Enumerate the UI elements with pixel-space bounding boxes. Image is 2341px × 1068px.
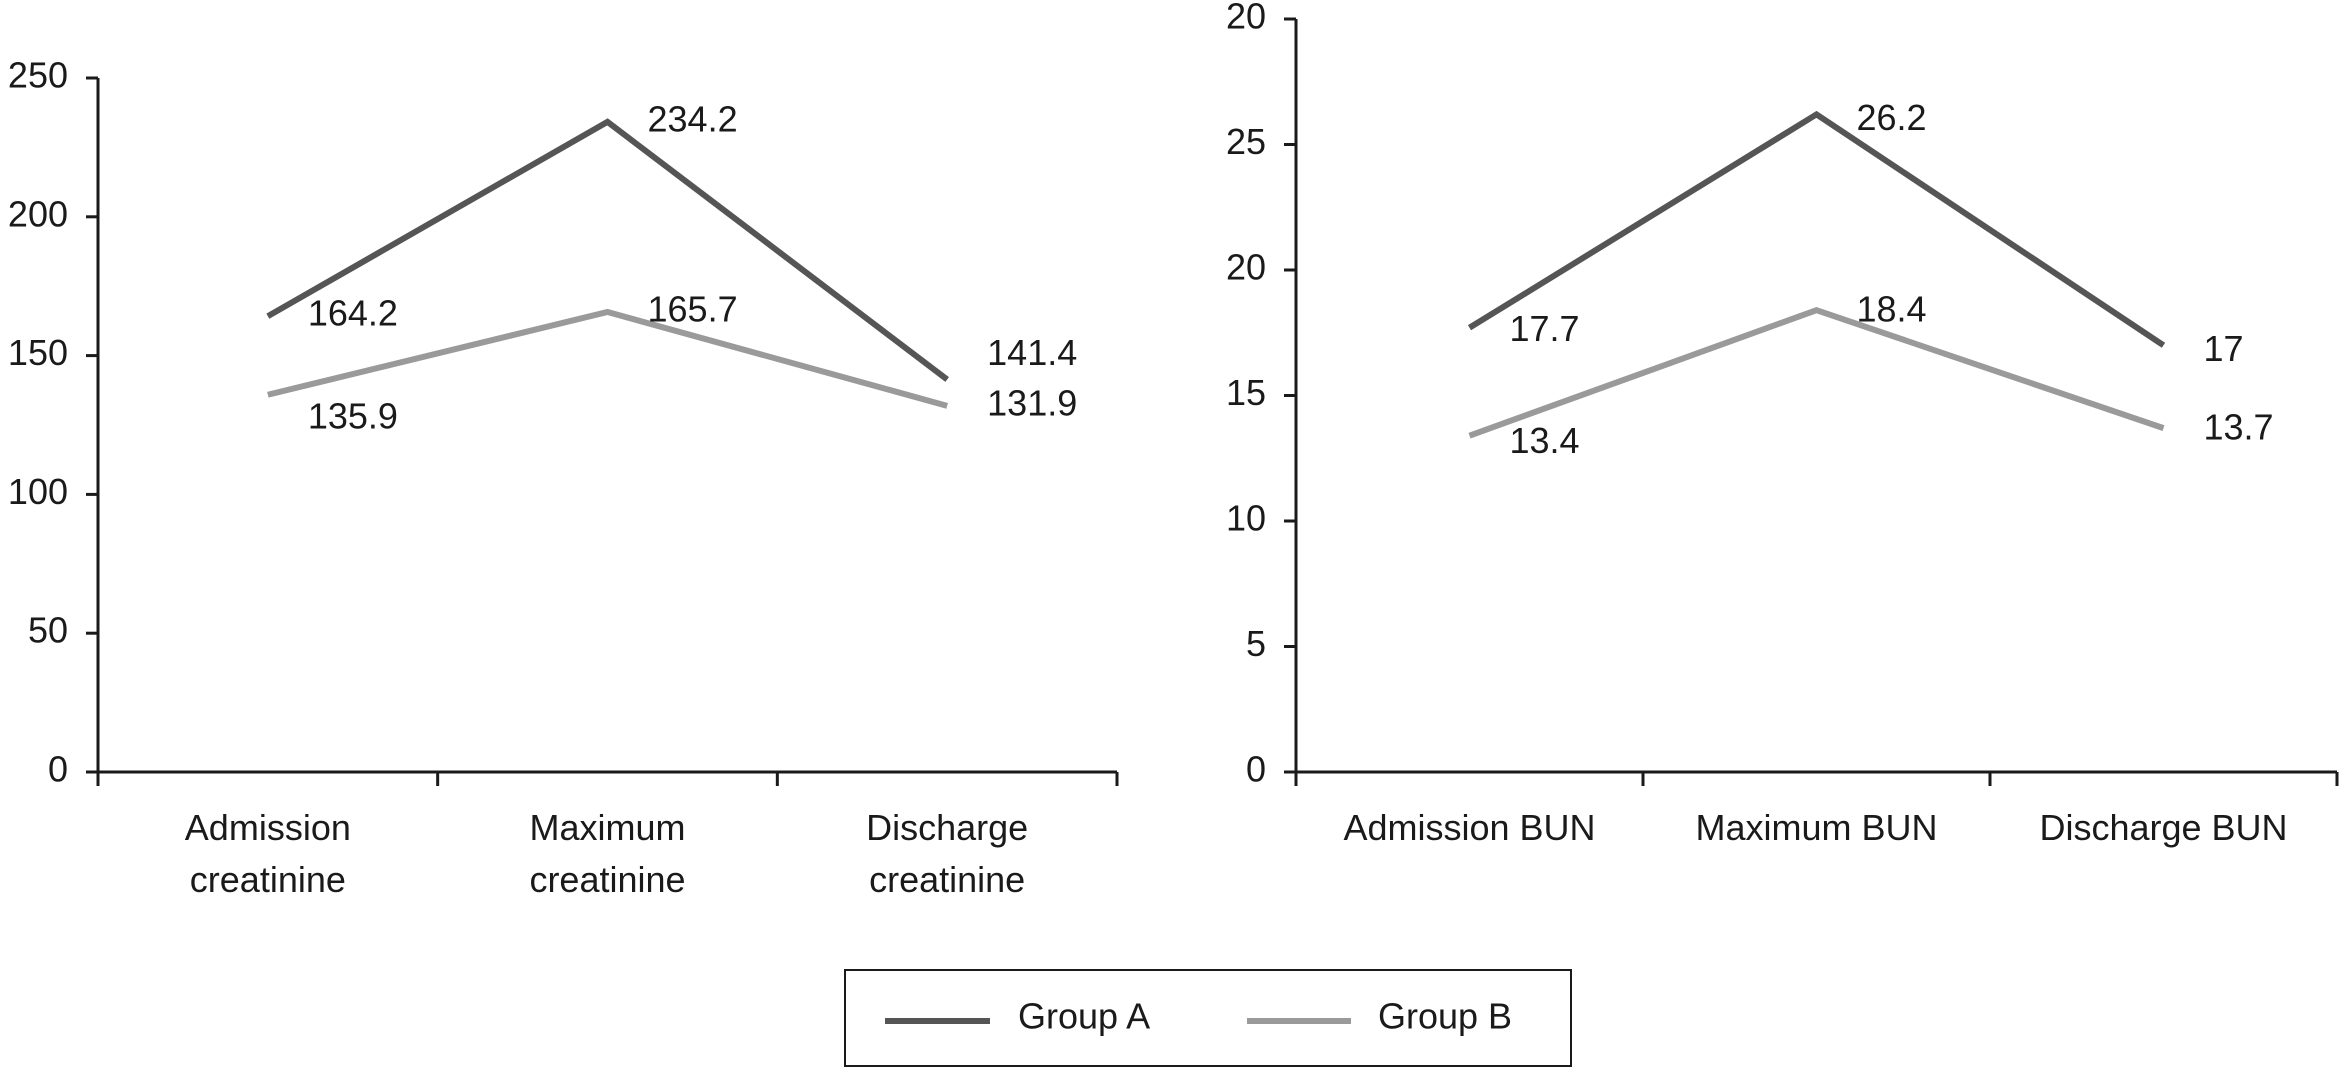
- data-label: 165.7: [648, 289, 738, 330]
- y-tick-label: 20: [1226, 0, 1266, 37]
- y-tick-label: 5: [1246, 623, 1266, 664]
- x-tick-label: Admission BUN: [1343, 807, 1596, 848]
- series-line: [266, 118, 949, 382]
- data-label: 13.4: [1510, 420, 1580, 461]
- x-tick-label-box: Maximum BUN: [1695, 807, 1938, 848]
- y-tick-label: 100: [8, 471, 68, 512]
- x-tick-label: Maximum creatinine: [529, 807, 686, 900]
- x-tick-label-box: Admission BUN: [1343, 807, 1596, 848]
- y-tick-label: 0: [1246, 749, 1266, 790]
- legend-label: Group A: [1018, 996, 1150, 1037]
- x-tick-label-box: Discharge creatinine: [866, 807, 1029, 900]
- data-label: 18.4: [1857, 289, 1927, 330]
- data-label: 17.7: [1510, 308, 1580, 349]
- data-label: 135.9: [308, 395, 398, 436]
- y-tick-label: 25: [1226, 121, 1266, 162]
- y-tick-label: 50: [28, 610, 68, 651]
- series-line: [1468, 306, 2165, 439]
- y-tick-label: 20: [1226, 247, 1266, 288]
- y-tick-label: 150: [8, 332, 68, 373]
- y-tick-label: 200: [8, 193, 68, 234]
- y-tick-label: 15: [1226, 372, 1266, 413]
- x-tick-label: Admission creatinine: [184, 807, 351, 900]
- x-tick-label: Discharge BUN: [2039, 807, 2288, 848]
- series-line: [1467, 110, 2166, 348]
- y-tick-label: 250: [8, 55, 68, 96]
- x-tick-label-box: Maximum creatinine: [529, 807, 686, 900]
- y-tick-label: 10: [1226, 498, 1266, 539]
- data-label: 131.9: [987, 382, 1077, 423]
- data-label: 234.2: [648, 98, 738, 139]
- series-line: [267, 308, 948, 409]
- x-tick-label: Maximum BUN: [1695, 807, 1938, 848]
- y-tick-label: 0: [48, 749, 68, 790]
- data-label: 164.2: [308, 293, 398, 334]
- data-label: 17: [2204, 328, 2244, 369]
- data-label: 13.7: [2204, 407, 2274, 448]
- data-label: 141.4: [987, 332, 1077, 373]
- x-tick-label-box: Discharge BUN: [2039, 807, 2288, 848]
- x-tick-label-box: Admission creatinine: [184, 807, 351, 900]
- legend-box: [844, 969, 1572, 1067]
- x-tick-label: Discharge creatinine: [866, 807, 1029, 900]
- legend-label: Group B: [1378, 996, 1512, 1037]
- data-label: 26.2: [1857, 97, 1927, 138]
